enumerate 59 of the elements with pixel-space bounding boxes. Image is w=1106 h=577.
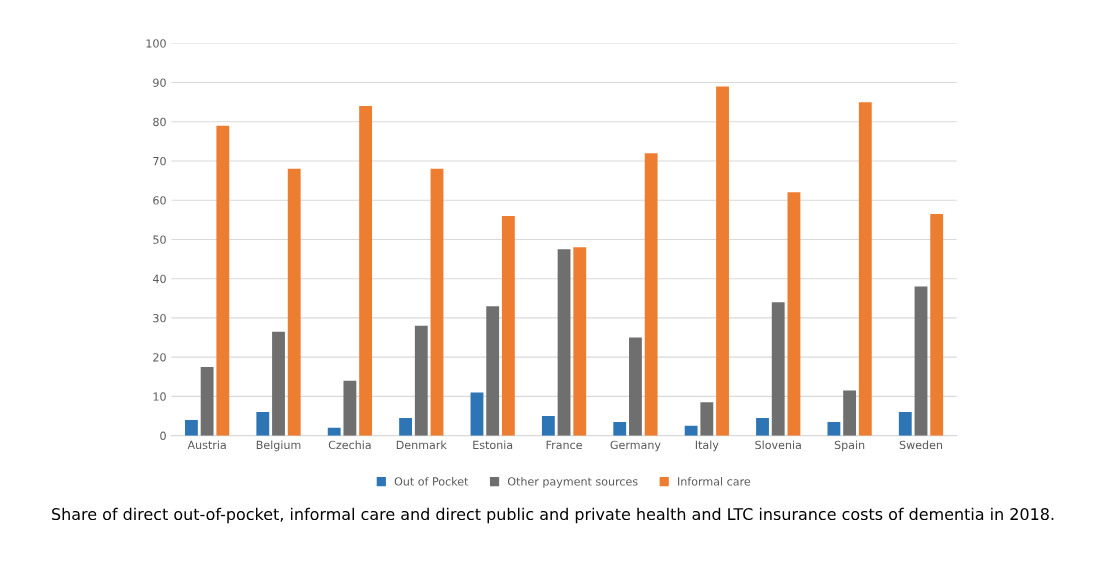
bar xyxy=(700,402,714,436)
bar xyxy=(858,102,872,436)
x-tick-label: Spain xyxy=(834,440,865,452)
y-tick-label: 50 xyxy=(153,235,166,244)
bar xyxy=(399,417,413,436)
x-tick-label: Italy xyxy=(695,440,719,452)
bar xyxy=(827,421,841,436)
x-tick-label: Denmark xyxy=(396,440,447,450)
x-tick-label: Germany xyxy=(610,440,661,452)
bar xyxy=(486,306,500,436)
y-tick-label: 0 xyxy=(160,431,166,441)
legend-label: Out of Pocket xyxy=(394,477,469,486)
bar xyxy=(501,215,515,436)
bar xyxy=(613,421,627,436)
bar xyxy=(327,427,341,436)
x-tick-label: Belgium xyxy=(256,440,301,452)
bar xyxy=(644,153,658,436)
y-tick-label: 40 xyxy=(152,274,166,284)
bar xyxy=(184,419,198,436)
bar xyxy=(414,325,428,436)
legend-label: Informal care xyxy=(678,477,751,486)
y-tick-label: 90 xyxy=(153,78,166,87)
bar xyxy=(200,366,214,436)
y-tick-label: 80 xyxy=(153,117,166,127)
bar xyxy=(716,86,729,436)
bar xyxy=(287,168,301,436)
x-tick-label: Estonia xyxy=(473,440,513,450)
bar xyxy=(573,247,587,436)
y-tick-label: 30 xyxy=(153,313,166,323)
bar xyxy=(930,213,944,436)
x-tick-label: France xyxy=(546,440,582,450)
bar xyxy=(771,302,785,436)
bar xyxy=(343,380,357,436)
y-tick-label: 60 xyxy=(153,196,166,205)
bar xyxy=(430,168,444,436)
x-tick-label: Austria xyxy=(187,440,226,450)
bar xyxy=(898,412,912,436)
bar xyxy=(470,392,484,436)
bar xyxy=(843,390,857,436)
bar xyxy=(557,249,571,436)
x-tick-label: Sweden xyxy=(899,440,943,450)
bar xyxy=(359,106,373,436)
x-tick-label: Czechia xyxy=(328,440,371,450)
bar xyxy=(787,192,801,436)
y-tick-label: 20 xyxy=(153,353,166,362)
x-tick-label: Slovenia xyxy=(755,440,801,450)
bar xyxy=(272,331,285,436)
legend-label: Other payment sources xyxy=(507,477,638,488)
bar xyxy=(684,425,698,436)
bar xyxy=(541,416,555,436)
y-tick-label: 100 xyxy=(146,39,166,48)
text: Share of direct out-of-pocket, informal care and direct public and private health and LTC insurance costs of dementia in 2018. xyxy=(52,507,1054,524)
bar xyxy=(216,125,230,436)
y-tick-label: 70 xyxy=(153,156,166,166)
bar xyxy=(756,417,769,436)
bar xyxy=(914,286,928,436)
y-tick-label: 10 xyxy=(153,392,166,401)
bar xyxy=(629,337,642,436)
bar xyxy=(256,412,270,436)
